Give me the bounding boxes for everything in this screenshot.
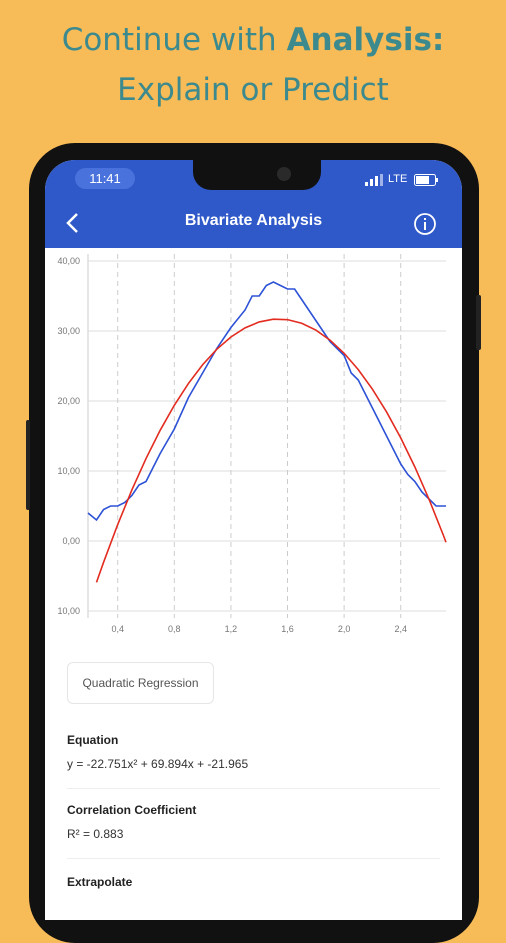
app-bar: Bivariate Analysis bbox=[45, 196, 462, 248]
status-time: 11:41 bbox=[75, 168, 135, 189]
regression-button[interactable]: Quadratic Regression bbox=[67, 662, 214, 704]
x-tick-label: 1,6 bbox=[281, 624, 294, 634]
data-line bbox=[95, 318, 447, 583]
y-tick-label: 30,00 bbox=[57, 326, 80, 336]
result-value: R² = 0.883 bbox=[67, 827, 124, 841]
result-label: Equation bbox=[67, 733, 119, 747]
side-button bbox=[26, 420, 30, 510]
headline: Continue with Analysis: bbox=[0, 22, 506, 58]
network-label: LTE bbox=[388, 173, 408, 185]
battery-icon bbox=[414, 174, 438, 186]
x-tick-label: 1,2 bbox=[225, 624, 238, 634]
x-tick-label: 0,8 bbox=[168, 624, 181, 634]
data-line bbox=[87, 281, 446, 522]
signal-icon bbox=[365, 174, 383, 186]
y-tick-label: 0,00 bbox=[62, 536, 80, 546]
chart: 10,00 0,00 10,00 20,00 30,00 40,00 0,4 0,8 1,2 1,… bbox=[57, 254, 447, 634]
app-title: Bivariate Analysis bbox=[184, 212, 323, 229]
headline-2: Explain or Predict bbox=[117, 72, 389, 108]
page: {"header":{"line1_prefix":"Continue with… bbox=[0, 22, 506, 943]
y-tick-label: 40,00 bbox=[57, 256, 80, 266]
x-tick-label: 2,0 bbox=[338, 624, 351, 634]
back-button[interactable] bbox=[65, 212, 81, 234]
headline-bold: Analysis: bbox=[286, 22, 445, 58]
result-label: Correlation Coefficient bbox=[67, 803, 197, 817]
result-label: Extrapolate bbox=[67, 875, 133, 889]
y-tick-label: 10,00 bbox=[57, 606, 80, 616]
status-bar: 11:41 LTE bbox=[45, 160, 462, 196]
x-tick-label: 0,4 bbox=[111, 624, 124, 634]
separator bbox=[67, 858, 440, 859]
notch bbox=[193, 160, 321, 190]
camera bbox=[277, 167, 291, 181]
headline-text: Continue with bbox=[61, 22, 287, 58]
y-tick-label: 10,00 bbox=[57, 466, 80, 476]
separator bbox=[67, 788, 440, 789]
screen: 11:41 LTE Bivariate Analysis 10,00 0,00 10… bbox=[45, 160, 462, 920]
info-button[interactable] bbox=[413, 212, 437, 236]
result-value: y = -22.751x² + 69.894x + -21.965 bbox=[67, 757, 249, 771]
y-tick-label: 20,00 bbox=[57, 396, 80, 406]
side-button bbox=[476, 295, 481, 350]
x-tick-label: 2,4 bbox=[394, 624, 407, 634]
